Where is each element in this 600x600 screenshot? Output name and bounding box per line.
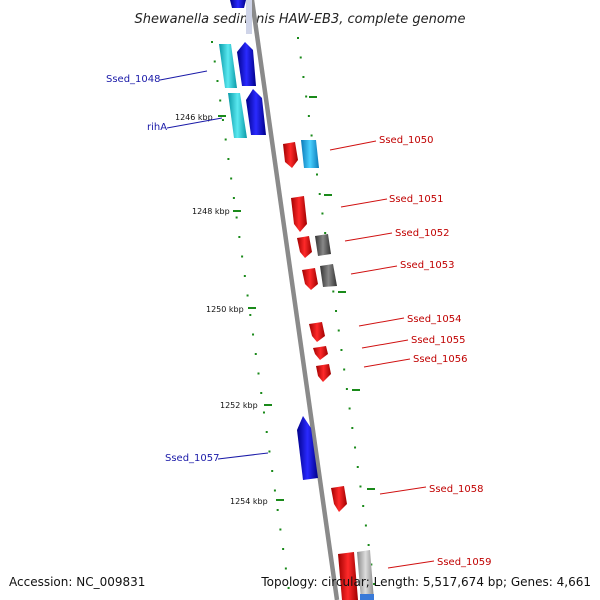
- accession-text: Accession: NC_009831: [9, 575, 145, 589]
- leader-ssed-1059: [387, 560, 435, 569]
- leader-ssed-1050: [329, 140, 377, 151]
- label-ssed-1051[interactable]: Ssed_1051: [389, 194, 444, 205]
- gene-ssed-1052-red[interactable]: [297, 236, 312, 258]
- leader-ssed-1051: [340, 198, 388, 208]
- gene-top-light: [246, 0, 252, 34]
- gene-arrow-blue-1[interactable]: [237, 42, 256, 86]
- gene-ssed-1053[interactable]: [320, 264, 337, 287]
- topology-text: Topology: circular; Length: 5,517,674 bp…: [260, 575, 591, 589]
- leader-ssed-1058: [379, 486, 427, 495]
- gene-arrow-top[interactable]: [230, 0, 246, 8]
- leader-ssed-1056: [363, 358, 411, 368]
- scale-label-1254: 1254 kbp: [230, 497, 268, 506]
- label-ssed-1053[interactable]: Ssed_1053: [400, 260, 455, 271]
- leader-ssed-1048: [159, 70, 208, 81]
- label-ssed-1054[interactable]: Ssed_1054: [407, 314, 462, 325]
- gene-ssed-1058[interactable]: [331, 486, 347, 512]
- gene-ssed-1059-red[interactable]: [338, 552, 358, 600]
- leader-riha: [166, 117, 223, 129]
- gene-ssed-1056[interactable]: [316, 364, 331, 382]
- gene-ssed-1052[interactable]: [315, 234, 331, 256]
- label-ssed-1058[interactable]: Ssed_1058: [429, 484, 484, 495]
- gene-ssed-1050-b[interactable]: [301, 140, 319, 168]
- label-ssed-1052[interactable]: Ssed_1052: [395, 228, 450, 239]
- scale-label-1246: 1246 kbp: [175, 113, 213, 122]
- label-ssed-1056[interactable]: Ssed_1056: [413, 354, 468, 365]
- map-title: Shewanella sediminis HAW-EB3, complete g…: [135, 12, 466, 27]
- label-riha[interactable]: rihA: [147, 122, 167, 133]
- gene-ssed-1048[interactable]: [219, 44, 237, 88]
- gene-features: [219, 0, 318, 480]
- leader-ssed-1055: [361, 339, 409, 349]
- label-ssed-1050[interactable]: Ssed_1050: [379, 135, 434, 146]
- gene-ssed-1054[interactable]: [309, 322, 325, 342]
- gene-ssed-1051[interactable]: [291, 196, 307, 232]
- scale-label-1252: 1252 kbp: [220, 401, 258, 410]
- gene-ssed-1059-blue: [360, 594, 374, 600]
- leader-lines: [159, 70, 435, 569]
- leader-ssed-1057: [217, 452, 269, 460]
- label-ssed-1057[interactable]: Ssed_1057: [165, 453, 220, 464]
- label-ssed-1055[interactable]: Ssed_1055: [411, 335, 466, 346]
- gene-ssed-1059[interactable]: [357, 550, 374, 600]
- genome-backbone: [249, 0, 340, 600]
- leader-ssed-1052: [344, 232, 393, 242]
- scale-label-1248: 1248 kbp: [192, 207, 230, 216]
- gene-ssed-1053-red[interactable]: [302, 268, 318, 290]
- tick-marks: [211, 37, 376, 589]
- gene-ssed-1055[interactable]: [313, 346, 328, 360]
- scale-label-1250: 1250 kbp: [206, 305, 244, 314]
- label-ssed-1059[interactable]: Ssed_1059: [437, 557, 492, 568]
- gene-ssed-1050[interactable]: [283, 142, 298, 168]
- gene-arrow-blue-2[interactable]: [246, 89, 266, 135]
- gene-riha[interactable]: [228, 93, 247, 138]
- label-ssed-1048[interactable]: Ssed_1048: [106, 74, 161, 85]
- gene-ssed-1057[interactable]: [297, 416, 318, 480]
- gene-features-forward: [283, 140, 374, 600]
- leader-ssed-1053: [350, 265, 398, 275]
- leader-ssed-1054: [358, 317, 405, 327]
